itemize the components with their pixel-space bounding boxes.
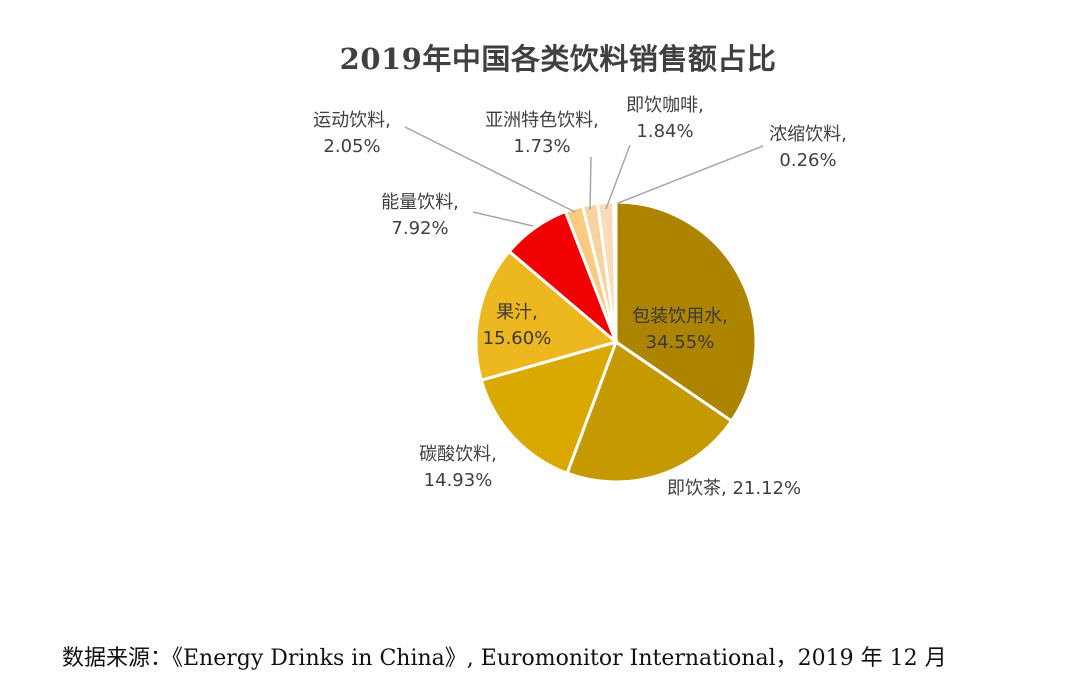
leader-line-8	[605, 144, 631, 210]
leader-line-6	[404, 126, 576, 213]
chart-title: 2019年中国各类饮料销售额占比	[339, 42, 777, 76]
pie-slice-2	[565, 339, 734, 484]
pie-slice-3	[479, 339, 619, 476]
slice-label-7: 亚洲特色饮料, 1.73%	[485, 110, 599, 157]
slice-label-3: 碳酸饮料, 14.93%	[419, 444, 497, 491]
slice-label-4: 果汁, 15.60%	[483, 302, 552, 349]
slice-label-9: 浓缩饮料, 0.26%	[769, 124, 847, 171]
data-source-note: 数据来源：《Energy Drinks in China》, Euromonit…	[62, 646, 947, 671]
pie-slice-9	[612, 200, 618, 343]
pie-slice-1	[614, 200, 758, 424]
leader-line-9	[617, 145, 764, 204]
leader-line-7	[589, 156, 592, 211]
slice-label-6: 运动饮料, 2.05%	[313, 110, 391, 157]
leader-line-5	[472, 211, 534, 227]
slice-label-1: 包装饮用水, 34.55%	[632, 306, 728, 353]
slice-label-2: 即饮茶, 21.12%	[667, 478, 801, 499]
slice-label-8: 即饮咖啡, 1.84%	[626, 95, 704, 142]
pie-slice-4	[474, 249, 620, 383]
slice-label-5: 能量饮料, 7.92%	[381, 192, 459, 239]
